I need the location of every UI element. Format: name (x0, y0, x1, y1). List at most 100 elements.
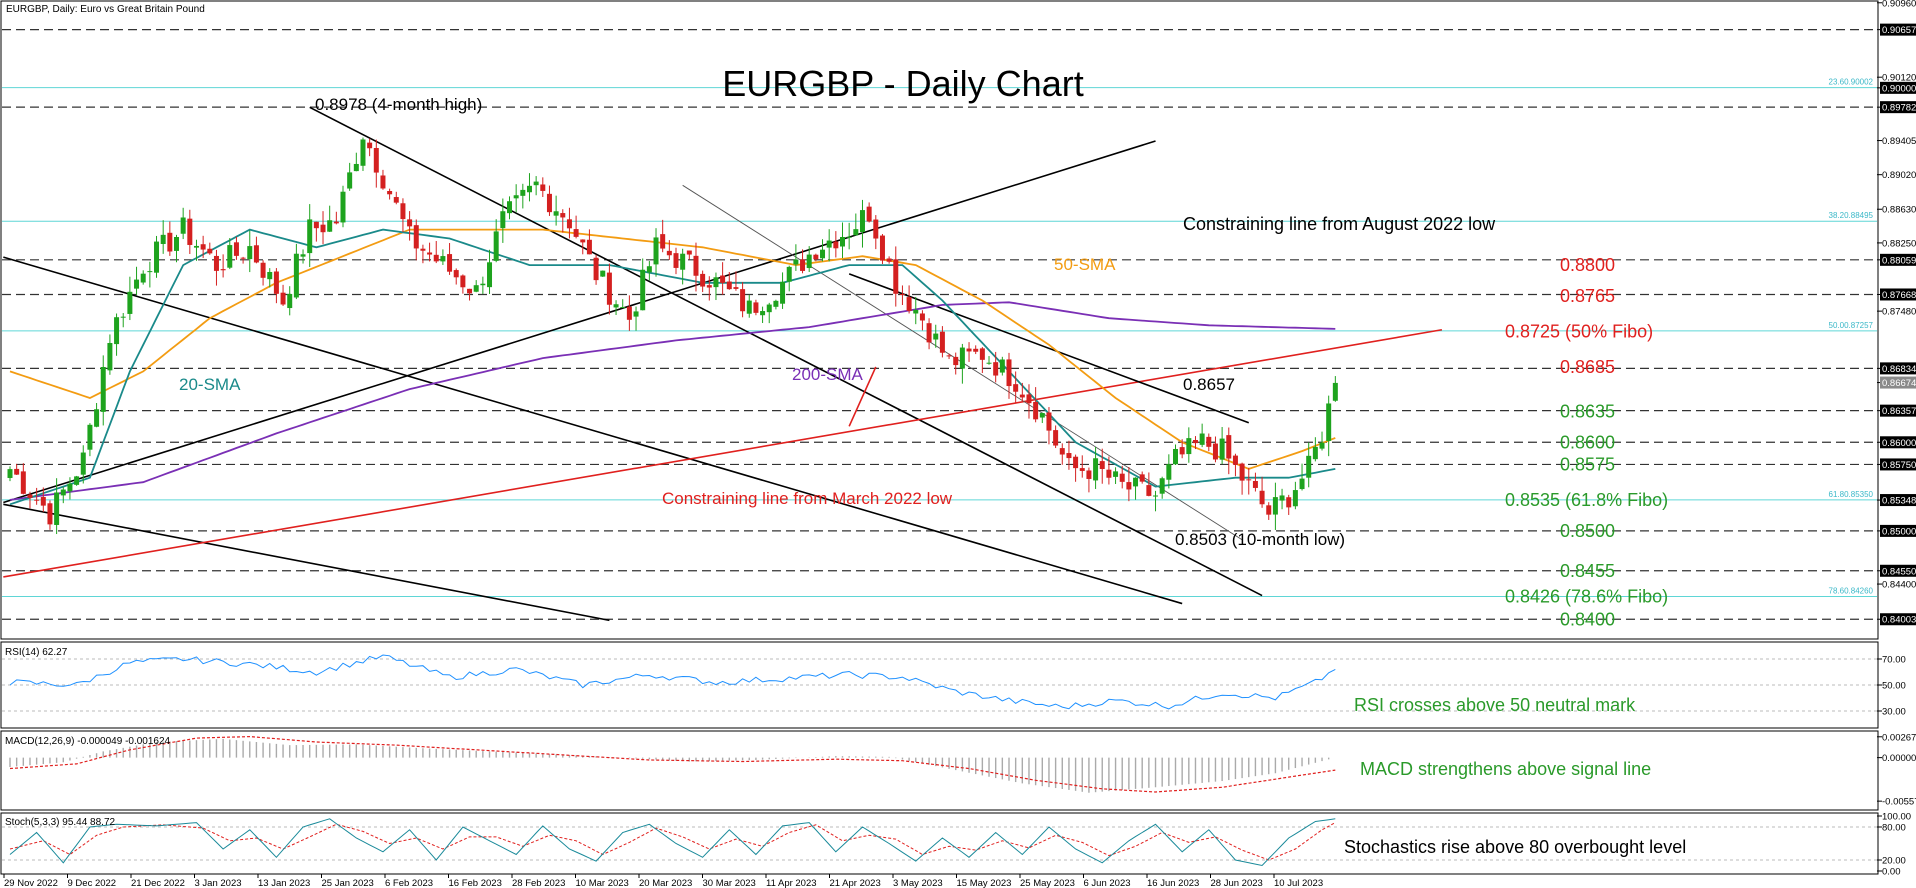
candle-body (526, 185, 532, 193)
aug-line-label: Constraining line from August 2022 low (1183, 214, 1496, 234)
candle-body (287, 293, 293, 309)
candle-body (360, 139, 366, 166)
stoch-panel-frame (0, 812, 1879, 875)
candle-body (1166, 464, 1172, 480)
candle-body (460, 275, 466, 288)
candle-body (520, 189, 526, 196)
instrument-label: EURGBP, Daily: Euro vs Great Britain Pou… (6, 4, 205, 15)
level-label: 0.8575 (1560, 454, 1615, 474)
candle-body (1266, 505, 1272, 515)
stoch-label: Stoch(5,3,3) 95.44 88.72 (5, 817, 116, 828)
candle-body (740, 289, 746, 312)
candle-body (347, 172, 353, 189)
candle-body (879, 235, 885, 261)
peak-annotation: 0.8657 (1183, 375, 1235, 394)
price-box (1880, 362, 1916, 375)
candle-body (773, 300, 779, 307)
candle-body (1066, 453, 1072, 459)
candle-body (74, 476, 80, 485)
candle-body (300, 254, 306, 257)
time-tick-label: 28 Feb 2023 (512, 878, 565, 888)
candle-body (1299, 478, 1305, 490)
candle-body (780, 281, 786, 304)
candle-body (1026, 394, 1032, 404)
price-tick-label: 0.88630 (1882, 205, 1916, 216)
fibo-label: 78.60.84260 (1829, 586, 1874, 595)
candle-body (14, 468, 20, 475)
candle-body (1173, 448, 1178, 465)
candle-body (713, 277, 719, 288)
time-tick-label: 10 Mar 2023 (576, 878, 629, 888)
candle-body (633, 311, 639, 317)
level-label: 0.8685 (1560, 357, 1615, 377)
candle-body (700, 273, 706, 287)
candle-body (899, 293, 905, 295)
candle-body (1126, 482, 1132, 490)
candle-body (1106, 469, 1112, 478)
price-tick-label: 0.87668 (1882, 290, 1916, 301)
candle-body (1232, 455, 1238, 465)
candle-body (293, 253, 299, 298)
candle-body (1073, 456, 1079, 469)
candle-body (1093, 458, 1099, 481)
macd-label: MACD(12,26,9) -0.000049 -0.001624 (5, 736, 171, 747)
candle-body (1006, 359, 1012, 387)
price-tick-label: 0.88059 (1882, 255, 1916, 266)
candle-body (606, 272, 612, 305)
candle-body (660, 234, 666, 249)
time-tick-label: 21 Apr 2023 (830, 878, 881, 888)
candle-body (1252, 480, 1258, 488)
candle-body (60, 489, 66, 496)
candle-body (200, 244, 206, 250)
rsi-tick-label: 50.00 (1882, 681, 1906, 692)
candle-body (253, 245, 259, 263)
candle-body (733, 287, 739, 289)
candle-body (999, 359, 1005, 373)
candle-body (553, 211, 559, 216)
price-tick-label: 0.84400 (1882, 580, 1916, 591)
candle-body (100, 367, 106, 412)
candle-body (586, 239, 592, 255)
time-tick-label: 25 Jan 2023 (322, 878, 374, 888)
time-tick-label: 11 Apr 2023 (766, 878, 817, 888)
time-tick-label: 16 Jun 2023 (1147, 878, 1199, 888)
candle-body (1153, 495, 1159, 497)
candle-body (953, 356, 959, 366)
time-tick-label: 3 May 2023 (893, 878, 943, 888)
candle-body (1259, 490, 1265, 505)
candle-body (746, 300, 752, 314)
candle-body (993, 362, 999, 376)
high-annotation: 0.8978 (4-month high) (315, 95, 482, 114)
candle-body (240, 257, 246, 259)
candle-body (939, 331, 945, 353)
candle-body (320, 224, 326, 233)
price-tick-label: 0.89020 (1882, 170, 1916, 181)
time-tick-label: 28 Jun 2023 (1211, 878, 1263, 888)
level-label: 0.8635 (1560, 401, 1615, 421)
candle-body (986, 362, 992, 364)
candle-body (1079, 468, 1085, 471)
candle-body (433, 254, 439, 262)
current-price-box (1880, 376, 1916, 389)
candle-body (80, 452, 86, 475)
price-box (1880, 404, 1916, 417)
stoch-k-line (9, 818, 1336, 867)
candle-body (513, 195, 519, 199)
candle-body (400, 203, 406, 220)
candle-body (1332, 382, 1338, 401)
august-constraining-line (3, 140, 1156, 504)
candle-body (480, 283, 486, 286)
candle-body (1139, 474, 1145, 482)
candle-body (600, 270, 606, 277)
candle-body (1053, 430, 1059, 446)
candle-body (40, 497, 46, 506)
candle-body (267, 271, 273, 280)
candle-body (1199, 433, 1205, 445)
time-tick-label: 20 Mar 2023 (639, 878, 692, 888)
candle-body (1146, 485, 1152, 496)
candle-body (373, 148, 379, 173)
macd-panel-frame (0, 730, 1879, 811)
level-label: 0.8400 (1560, 610, 1615, 630)
candle-body (1019, 394, 1025, 398)
candle-body (1292, 490, 1298, 507)
